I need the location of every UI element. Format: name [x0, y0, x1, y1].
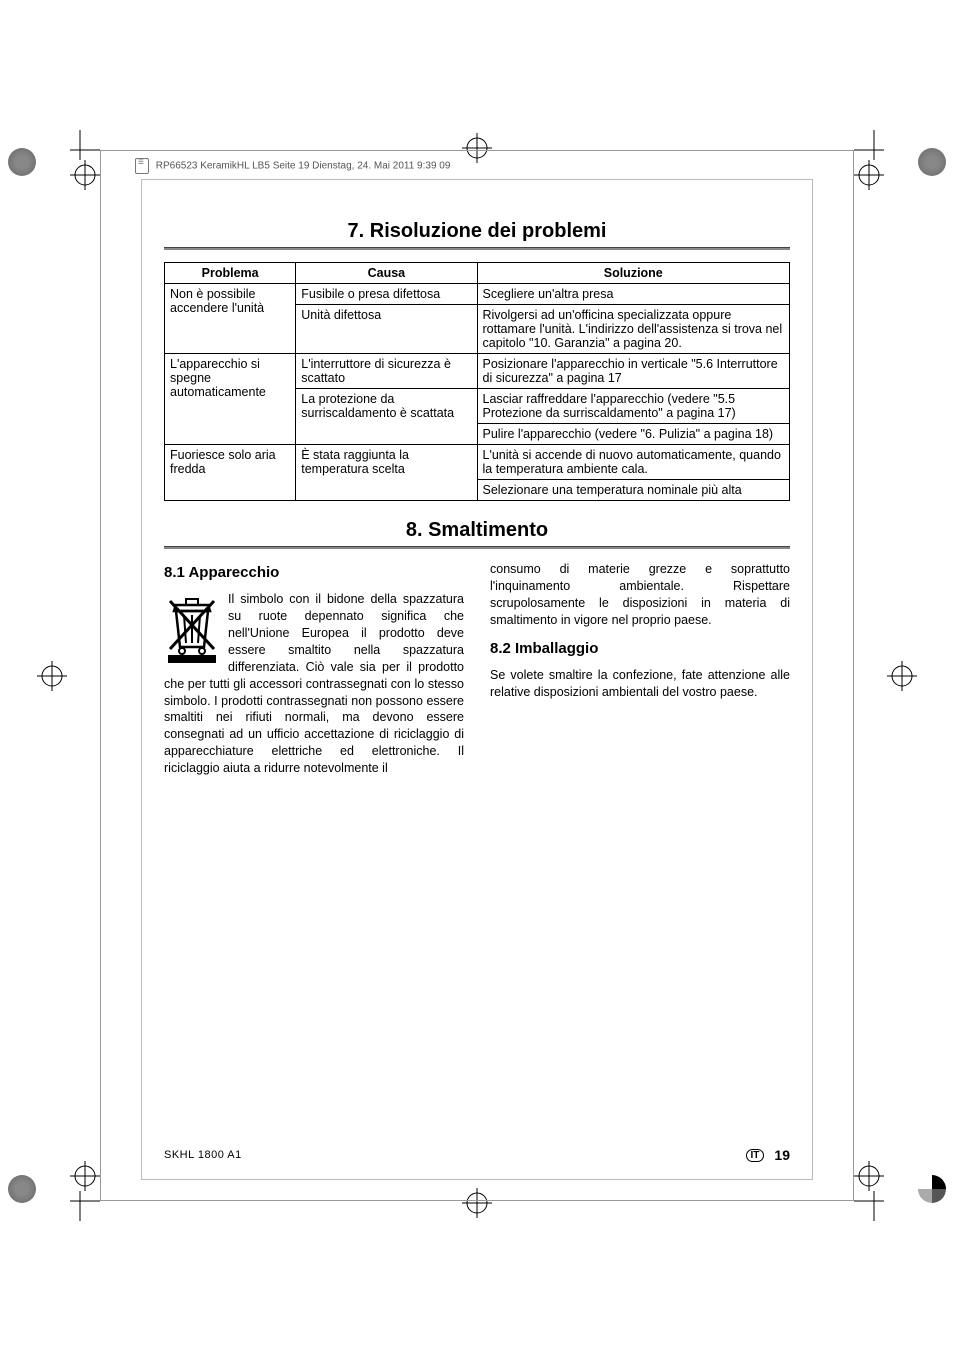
table-row: Fuoriesce solo aria fredda È stata raggi…	[165, 445, 790, 480]
two-column-layout: 8.1 Apparecchio	[164, 561, 790, 1139]
table-row: L'apparecchio si spegne automaticamente …	[165, 354, 790, 389]
cell-cause: È stata raggiunta la temperatura scelta	[296, 445, 477, 501]
section-8-title: 8. Smaltimento	[164, 519, 790, 542]
subsection-81-continuation: consumo di materie grezze e soprattutto …	[490, 561, 790, 629]
cell-problem: L'apparecchio si spegne automaticamente	[165, 354, 296, 445]
title-rule	[164, 546, 790, 549]
crop-mark-icon	[30, 1151, 100, 1221]
footer-model: SKHL 1800 A1	[164, 1149, 242, 1161]
cell-solution: Lasciar raffreddare l'apparecchio (veder…	[477, 389, 790, 424]
cell-cause: L'interruttore di sicurezza è scattato	[296, 354, 477, 389]
weee-bin-icon	[164, 593, 220, 665]
table-row: Non è possibile accendere l'unità Fusibi…	[165, 284, 790, 305]
subsection-82-text: Se volete smaltire la confezione, fate a…	[490, 667, 790, 701]
troubleshoot-table: Problema Causa Soluzione Non è possibile…	[164, 262, 790, 501]
left-column: 8.1 Apparecchio	[164, 561, 464, 1139]
page-frame: 7. Risoluzione dei problemi Problema Cau…	[100, 150, 854, 1201]
footer-page-number: 19	[774, 1147, 790, 1163]
cell-solution: Pulire l'apparecchio (vedere "6. Pulizia…	[477, 424, 790, 445]
color-swatch-icon	[918, 148, 946, 176]
th-soluzione: Soluzione	[477, 263, 790, 284]
section-7-title: 7. Risoluzione dei problemi	[164, 220, 790, 243]
color-swatch-icon	[8, 1175, 36, 1203]
cell-solution: Selezionare una temperatura nominale più…	[477, 480, 790, 501]
crop-mark-icon	[854, 1151, 924, 1221]
registration-mark-icon	[882, 656, 922, 696]
cell-cause: Fusibile o presa difettosa	[296, 284, 477, 305]
cell-cause: Unità difettosa	[296, 305, 477, 354]
registration-mark-icon	[32, 656, 72, 696]
color-swatch-icon	[918, 1175, 946, 1203]
subsection-81-title: 8.1 Apparecchio	[164, 563, 464, 583]
subsection-82-title: 8.2 Imballaggio	[490, 639, 790, 659]
cell-cause: La protezione da surriscaldamento è scat…	[296, 389, 477, 445]
cell-solution: L'unità si accende di nuovo automaticame…	[477, 445, 790, 480]
table-header-row: Problema Causa Soluzione	[165, 263, 790, 284]
cell-problem: Fuoriesce solo aria fredda	[165, 445, 296, 501]
th-problema: Problema	[165, 263, 296, 284]
cell-solution: Rivolgersi ad un'officina specializzata …	[477, 305, 790, 354]
cell-problem: Non è possibile accendere l'unità	[165, 284, 296, 354]
color-swatch-icon	[8, 148, 36, 176]
cell-solution: Scegliere un'altra presa	[477, 284, 790, 305]
title-rule	[164, 247, 790, 250]
crop-mark-icon	[854, 130, 924, 200]
right-column: consumo di materie grezze e soprattutto …	[490, 561, 790, 1139]
footer-right: IT 19	[746, 1147, 790, 1163]
th-causa: Causa	[296, 263, 477, 284]
subsection-81-body: Il simbolo con il bidone della spazzatur…	[164, 591, 464, 777]
page-footer: SKHL 1800 A1 IT 19	[164, 1139, 790, 1163]
cell-solution: Posizionare l'apparecchio in verticale "…	[477, 354, 790, 389]
page-content: 7. Risoluzione dei problemi Problema Cau…	[141, 179, 813, 1180]
footer-language-badge: IT	[746, 1149, 765, 1162]
crop-mark-icon	[30, 130, 100, 200]
